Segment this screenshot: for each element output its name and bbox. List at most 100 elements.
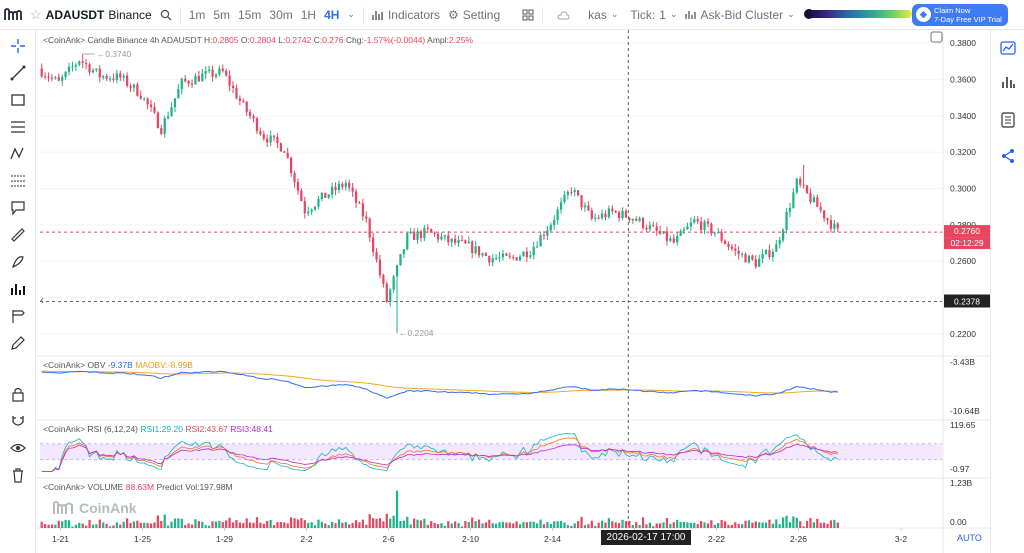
candle[interactable] [238, 98, 241, 101]
candle[interactable] [782, 229, 785, 241]
candle[interactable] [351, 187, 354, 192]
candle[interactable] [802, 184, 805, 186]
horizontal-lines-icon[interactable] [8, 117, 28, 137]
candle[interactable] [54, 77, 57, 79]
candle[interactable] [645, 228, 648, 230]
candle[interactable] [611, 208, 614, 211]
candle[interactable] [358, 202, 361, 204]
tick-selector[interactable]: Tick: 1 ⌄ [626, 8, 681, 22]
candle[interactable] [662, 231, 665, 234]
candle[interactable] [665, 231, 669, 241]
candle[interactable] [245, 101, 248, 113]
candle[interactable] [700, 221, 703, 231]
candle[interactable] [624, 210, 628, 218]
crosshair-icon[interactable] [8, 36, 28, 56]
interval-4h[interactable]: 4H [324, 7, 340, 22]
candle[interactable] [324, 192, 327, 198]
star-icon[interactable]: ☆ [30, 6, 42, 22]
tick-value[interactable]: 1 [659, 7, 666, 22]
candle[interactable] [580, 195, 583, 208]
coinank-logo-icon[interactable] [0, 0, 26, 30]
candle[interactable] [583, 205, 587, 208]
candle[interactable] [88, 64, 91, 73]
pencil-icon[interactable] [8, 333, 28, 353]
candle[interactable] [522, 251, 525, 257]
share-icon[interactable] [998, 146, 1018, 166]
candle[interactable] [491, 258, 494, 263]
candle[interactable] [296, 182, 300, 191]
candle[interactable] [344, 183, 347, 187]
candle[interactable] [652, 225, 655, 227]
candle[interactable] [618, 212, 621, 219]
candle[interactable] [389, 289, 392, 302]
interval-1h[interactable]: 1H [300, 7, 317, 22]
candle[interactable] [799, 178, 802, 185]
candle[interactable] [693, 219, 696, 223]
candle[interactable] [457, 239, 460, 243]
candle[interactable] [597, 217, 600, 219]
candle[interactable] [47, 76, 50, 78]
candle[interactable] [447, 235, 450, 243]
candle[interactable] [105, 75, 108, 79]
candle[interactable] [190, 83, 194, 85]
candle[interactable] [495, 257, 498, 259]
candle[interactable] [464, 240, 467, 244]
candle[interactable] [539, 235, 542, 247]
candle[interactable] [331, 186, 334, 195]
interval-5m[interactable]: 5m [213, 7, 231, 22]
candle[interactable] [317, 198, 320, 207]
candle[interactable] [518, 256, 522, 261]
candle[interactable] [836, 223, 839, 229]
candle[interactable] [221, 68, 224, 71]
candle[interactable] [594, 217, 597, 219]
candle[interactable] [734, 248, 737, 251]
candle[interactable] [549, 224, 552, 231]
candle[interactable] [132, 84, 136, 88]
candle[interactable] [85, 62, 88, 65]
candle[interactable] [730, 246, 733, 249]
candle[interactable] [416, 231, 419, 240]
candle[interactable] [426, 228, 429, 230]
candle[interactable] [764, 249, 768, 254]
candle[interactable] [310, 209, 313, 212]
candle[interactable] [689, 222, 692, 227]
candle[interactable] [577, 190, 580, 196]
candle[interactable] [563, 194, 566, 203]
fib-icon[interactable] [8, 171, 28, 191]
candle[interactable] [378, 259, 382, 276]
candle[interactable] [409, 231, 412, 234]
source-selector[interactable]: kas [588, 7, 607, 22]
auto-scale-button[interactable]: AUTO [957, 533, 982, 543]
candle[interactable] [231, 85, 235, 88]
candle[interactable] [208, 69, 211, 72]
candle[interactable] [440, 236, 443, 240]
candle[interactable] [167, 116, 170, 119]
candle[interactable] [279, 143, 282, 152]
candle[interactable] [529, 255, 532, 258]
candle[interactable] [621, 210, 624, 219]
candle[interactable] [536, 246, 539, 248]
candle[interactable] [95, 68, 98, 71]
candle[interactable] [501, 253, 505, 258]
candle[interactable] [102, 75, 105, 78]
candle[interactable] [392, 276, 395, 290]
candle[interactable] [696, 219, 699, 222]
candle[interactable] [184, 78, 187, 82]
candle[interactable] [826, 218, 829, 221]
candle[interactable] [334, 186, 337, 191]
candle[interactable] [758, 258, 761, 267]
candle[interactable] [628, 217, 631, 221]
candle[interactable] [614, 210, 617, 213]
candle[interactable] [228, 75, 231, 86]
screenshot-icon[interactable] [930, 31, 943, 43]
candle[interactable] [252, 116, 255, 119]
bar-stats-icon[interactable] [998, 72, 1018, 92]
candle[interactable] [812, 197, 815, 203]
candle[interactable] [423, 228, 426, 238]
lock-icon[interactable] [8, 384, 28, 404]
candle[interactable] [136, 84, 139, 96]
candle[interactable] [474, 246, 477, 254]
candle[interactable] [556, 209, 559, 220]
interval-1m[interactable]: 1m [188, 7, 206, 22]
candle[interactable] [71, 66, 74, 68]
